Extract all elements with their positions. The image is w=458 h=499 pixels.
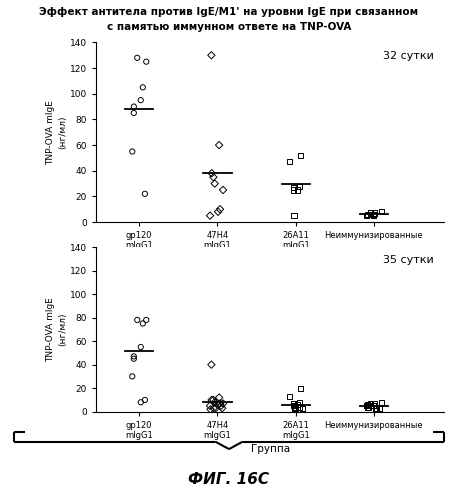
Point [130, 109, 137, 117]
Point [212, 404, 219, 412]
Point [371, 399, 378, 407]
Point [137, 343, 144, 351]
Point [211, 180, 218, 188]
Point [208, 396, 215, 404]
Point [208, 169, 215, 177]
Point [290, 402, 298, 410]
Point [372, 404, 380, 412]
Point [134, 54, 141, 62]
Text: Эффект антитела против IgE/M1' на уровни IgE при связанном: Эффект антитела против IgE/M1' на уровни… [39, 7, 419, 17]
Point [216, 205, 224, 213]
Point [291, 404, 299, 412]
Point [286, 392, 293, 400]
Point [208, 51, 215, 59]
Point [137, 96, 144, 104]
Point [367, 209, 374, 217]
Point [365, 403, 372, 411]
Point [290, 212, 298, 220]
Point [218, 402, 225, 410]
Point [210, 404, 217, 412]
Point [378, 208, 385, 216]
Point [210, 173, 217, 181]
Point [296, 398, 303, 406]
Point [130, 103, 137, 111]
Point [207, 402, 214, 410]
Point [286, 158, 293, 166]
Point [216, 399, 224, 407]
Text: 32 сутки: 32 сутки [383, 51, 434, 61]
Point [290, 402, 298, 410]
Point [372, 404, 380, 412]
Point [219, 399, 227, 407]
Point [296, 182, 303, 190]
Point [210, 396, 217, 404]
Point [294, 186, 301, 194]
Point [211, 398, 218, 406]
Point [290, 399, 297, 407]
Point [376, 404, 383, 412]
Point [370, 212, 377, 220]
Point [378, 398, 385, 406]
Point [139, 83, 147, 91]
Point [215, 394, 223, 402]
Y-axis label: TNP-OVA mIgE
(нг/мл): TNP-OVA mIgE (нг/мл) [46, 297, 67, 362]
Point [207, 212, 214, 220]
Point [364, 401, 371, 409]
Point [139, 319, 147, 327]
Text: ФИГ. 16C: ФИГ. 16C [188, 472, 270, 487]
Point [130, 355, 137, 363]
X-axis label: Группа: Группа [251, 444, 290, 454]
Point [291, 405, 298, 413]
Point [218, 404, 226, 412]
Text: 35 сутки: 35 сутки [383, 255, 434, 265]
Point [207, 405, 214, 413]
Point [142, 316, 150, 324]
Point [369, 211, 376, 219]
Point [215, 141, 223, 149]
Point [297, 384, 305, 392]
Point [290, 186, 297, 194]
Point [130, 352, 137, 360]
Point [142, 58, 150, 66]
Point [214, 401, 222, 409]
Point [290, 399, 297, 407]
Point [364, 403, 371, 411]
Point [129, 148, 136, 156]
Text: с памятью иммунном ответе на TNP-OVA: с памятью иммунном ответе на TNP-OVA [107, 22, 351, 32]
Point [297, 151, 305, 159]
Point [208, 361, 215, 369]
Point [299, 404, 306, 412]
Point [363, 212, 371, 220]
Point [137, 398, 144, 406]
Point [134, 316, 141, 324]
Point [370, 402, 377, 410]
Point [214, 208, 222, 216]
Point [141, 190, 148, 198]
Point [363, 402, 371, 410]
Point [290, 184, 297, 192]
Point [294, 401, 301, 409]
Point [364, 211, 371, 219]
Point [292, 403, 300, 411]
Point [295, 403, 303, 411]
Point [219, 186, 227, 194]
Point [369, 402, 376, 410]
Point [129, 372, 136, 380]
Y-axis label: TNP-OVA mIgE
(нг/мл): TNP-OVA mIgE (нг/мл) [46, 100, 67, 165]
Point [371, 209, 378, 217]
Point [141, 396, 148, 404]
Point [367, 399, 374, 407]
